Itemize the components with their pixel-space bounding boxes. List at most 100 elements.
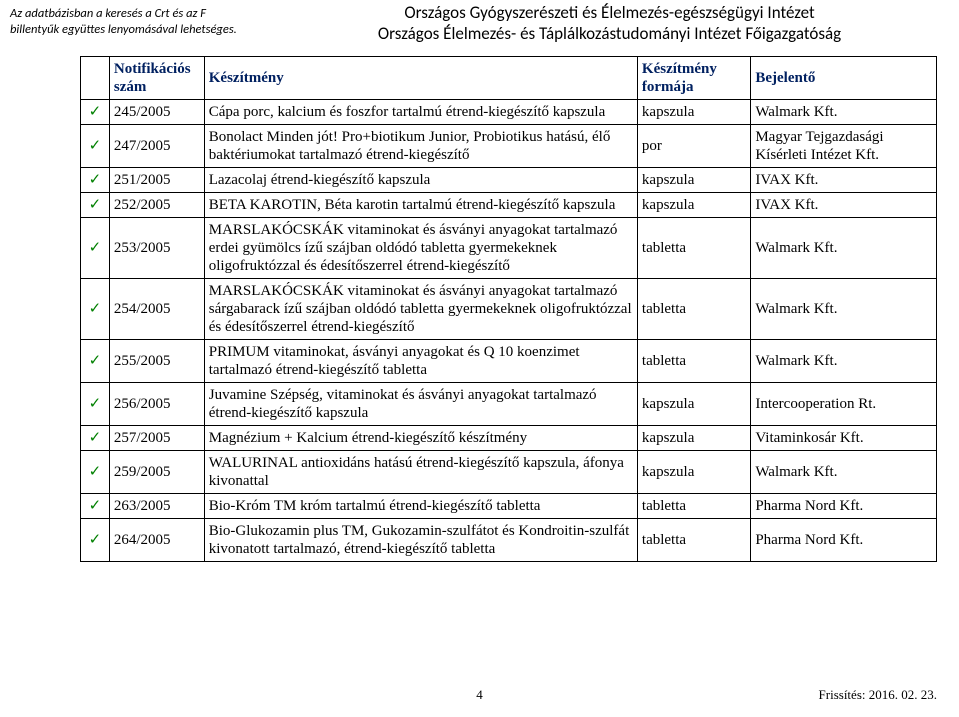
check-cell: ✓: [81, 193, 110, 218]
form-cell: tabletta: [637, 218, 750, 279]
table-container: Notifikációs szám Készítmény Készítmény …: [80, 56, 937, 657]
checkmark-icon: ✓: [89, 103, 102, 120]
table-row: ✓ 255/2005PRIMUM vitaminokat, ásványi any…: [81, 340, 937, 383]
table-row: ✓ 245/2005Cápa porc, kalcium és foszfor t…: [81, 100, 937, 125]
reporter-cell: Walmark Kft.: [751, 279, 937, 340]
footer-updated: Frissítés: 2016. 02. 23.: [819, 687, 937, 703]
id-cell: 245/2005: [109, 100, 204, 125]
table-row: ✓ 252/2005BETA KAROTIN, Béta karotin tart…: [81, 193, 937, 218]
id-cell: 252/2005: [109, 193, 204, 218]
form-cell: kapszula: [637, 383, 750, 426]
col-check-header: [81, 57, 110, 100]
form-cell: tabletta: [637, 494, 750, 519]
table-row: ✓ 253/2005MARSLAKÓCSKÁK vitaminokat és ás…: [81, 218, 937, 279]
check-cell: ✓: [81, 494, 110, 519]
form-cell: kapszula: [637, 426, 750, 451]
checkmark-icon: ✓: [89, 196, 102, 213]
form-cell: tabletta: [637, 279, 750, 340]
col-id-header: Notifikációs szám: [109, 57, 204, 100]
id-cell: 254/2005: [109, 279, 204, 340]
institution-header: Országos Gyógyszerészeti és Élelmezés-eg…: [300, 2, 919, 45]
table-row: ✓ 263/2005Bio-Króm TM króm tartalmú étren…: [81, 494, 937, 519]
name-cell: Juvamine Szépség, vitaminokat és ásványi…: [204, 383, 637, 426]
id-cell: 259/2005: [109, 451, 204, 494]
checkmark-icon: ✓: [89, 531, 102, 548]
reporter-cell: Walmark Kft.: [751, 218, 937, 279]
reporter-cell: Intercooperation Rt.: [751, 383, 937, 426]
checkmark-icon: ✓: [89, 239, 102, 256]
check-cell: ✓: [81, 519, 110, 562]
table-body: ✓ 245/2005Cápa porc, kalcium és foszfor t…: [81, 100, 937, 562]
table-row: ✓ 251/2005Lazacolaj étrend-kiegészítő kap…: [81, 168, 937, 193]
check-cell: ✓: [81, 218, 110, 279]
name-cell: MARSLAKÓCSKÁK vitaminokat és ásványi any…: [204, 279, 637, 340]
checkmark-icon: ✓: [89, 429, 102, 446]
col-form-header: Készítmény formája: [637, 57, 750, 100]
page-container: Az adatbázisban a keresés a Crt és az F …: [0, 0, 959, 717]
reporter-cell: Walmark Kft.: [751, 100, 937, 125]
id-cell: 251/2005: [109, 168, 204, 193]
table-row: ✓ 264/2005Bio-Glukozamin plus TM, Gukozam…: [81, 519, 937, 562]
id-cell: 264/2005: [109, 519, 204, 562]
reporter-cell: Vitaminkosár Kft.: [751, 426, 937, 451]
name-cell: Bio-Glukozamin plus TM, Gukozamin-szulfá…: [204, 519, 637, 562]
check-cell: ✓: [81, 426, 110, 451]
id-cell: 247/2005: [109, 125, 204, 168]
col-name-header: Készítmény: [204, 57, 637, 100]
reporter-cell: Walmark Kft.: [751, 451, 937, 494]
name-cell: PRIMUM vitaminokat, ásványi anyagokat és…: [204, 340, 637, 383]
form-cell: por: [637, 125, 750, 168]
check-cell: ✓: [81, 125, 110, 168]
table-row: ✓ 259/2005WALURINAL antioxidáns hatású ét…: [81, 451, 937, 494]
reporter-cell: IVAX Kft.: [751, 193, 937, 218]
institution-line2: Országos Élelmezés- és Táplálkozástudomá…: [378, 23, 841, 44]
checkmark-icon: ✓: [89, 171, 102, 188]
top-note-line1: Az adatbázisban a keresés a Crt és az F: [10, 6, 206, 21]
reporter-cell: Pharma Nord Kft.: [751, 519, 937, 562]
checkmark-icon: ✓: [89, 463, 102, 480]
check-cell: ✓: [81, 340, 110, 383]
name-cell: WALURINAL antioxidáns hatású étrend-kieg…: [204, 451, 637, 494]
table-row: ✓ 254/2005MARSLAKÓCSKÁK vitaminokat és ás…: [81, 279, 937, 340]
name-cell: MARSLAKÓCSKÁK vitaminokat és ásványi any…: [204, 218, 637, 279]
form-cell: kapszula: [637, 100, 750, 125]
reporter-cell: Magyar Tejgazdasági Kísérleti Intézet Kf…: [751, 125, 937, 168]
check-cell: ✓: [81, 168, 110, 193]
checkmark-icon: ✓: [89, 300, 102, 317]
table-row: ✓ 247/2005Bonolact Minden jót! Pro+biotik…: [81, 125, 937, 168]
id-cell: 256/2005: [109, 383, 204, 426]
check-cell: ✓: [81, 451, 110, 494]
reporter-cell: IVAX Kft.: [751, 168, 937, 193]
name-cell: Cápa porc, kalcium és foszfor tartalmú é…: [204, 100, 637, 125]
name-cell: Lazacolaj étrend-kiegészítő kapszula: [204, 168, 637, 193]
checkmark-icon: ✓: [89, 395, 102, 412]
check-cell: ✓: [81, 279, 110, 340]
id-cell: 255/2005: [109, 340, 204, 383]
check-cell: ✓: [81, 100, 110, 125]
name-cell: Magnézium + Kalcium étrend-kiegészítő ké…: [204, 426, 637, 451]
name-cell: Bio-Króm TM króm tartalmú étrend-kiegész…: [204, 494, 637, 519]
id-cell: 263/2005: [109, 494, 204, 519]
top-search-note: Az adatbázisban a keresés a Crt és az F …: [10, 6, 310, 37]
check-cell: ✓: [81, 383, 110, 426]
reporter-cell: Pharma Nord Kft.: [751, 494, 937, 519]
top-note-line2: billentyűk együttes lenyomásával lehetsé…: [10, 22, 237, 37]
name-cell: BETA KAROTIN, Béta karotin tartalmú étre…: [204, 193, 637, 218]
id-cell: 257/2005: [109, 426, 204, 451]
notification-table: Notifikációs szám Készítmény Készítmény …: [80, 56, 937, 562]
reporter-cell: Walmark Kft.: [751, 340, 937, 383]
name-cell: Bonolact Minden jót! Pro+biotikum Junior…: [204, 125, 637, 168]
table-header-row: Notifikációs szám Készítmény Készítmény …: [81, 57, 937, 100]
checkmark-icon: ✓: [89, 352, 102, 369]
form-cell: kapszula: [637, 451, 750, 494]
col-rep-header: Bejelentő: [751, 57, 937, 100]
checkmark-icon: ✓: [89, 137, 102, 154]
form-cell: kapszula: [637, 168, 750, 193]
checkmark-icon: ✓: [89, 497, 102, 514]
form-cell: kapszula: [637, 193, 750, 218]
institution-line1: Országos Gyógyszerészeti és Élelmezés-eg…: [404, 2, 814, 23]
table-row: ✓ 257/2005Magnézium + Kalcium étrend-kieg…: [81, 426, 937, 451]
table-row: ✓ 256/2005Juvamine Szépség, vitaminokat é…: [81, 383, 937, 426]
form-cell: tabletta: [637, 519, 750, 562]
id-cell: 253/2005: [109, 218, 204, 279]
